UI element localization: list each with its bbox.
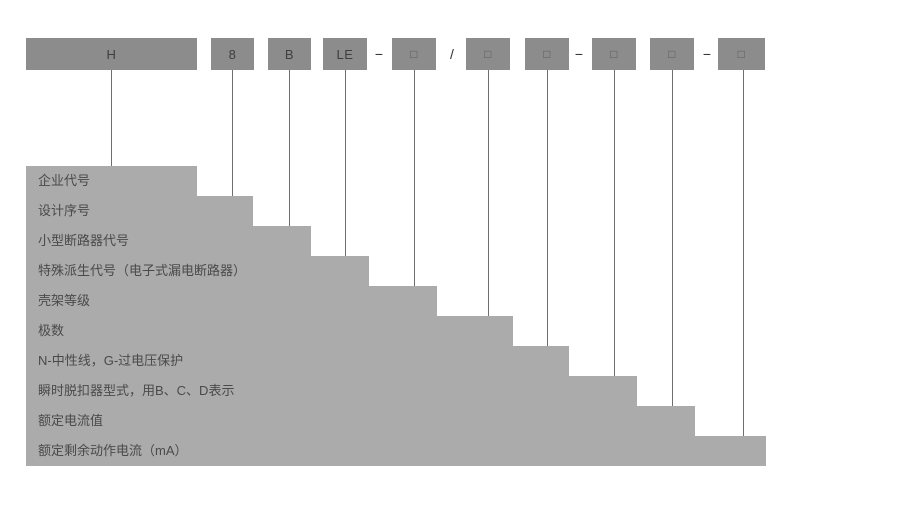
code-segment-3: B (268, 38, 311, 70)
code-segment-6: □ (466, 38, 510, 70)
connector-line-4 (345, 70, 346, 256)
code-segment-8: □ (592, 38, 636, 70)
label-bar-2: 设计序号 (26, 196, 253, 226)
connector-line-8 (614, 70, 615, 376)
label-bar-1: 企业代号 (26, 166, 197, 196)
connector-line-9 (672, 70, 673, 406)
label-bar-5: 壳架等级 (26, 286, 437, 316)
code-segment-9: □ (650, 38, 694, 70)
code-segment-10: □ (718, 38, 765, 70)
code-separator-1: − (374, 46, 384, 62)
label-bar-8: 瞬时脱扣器型式，用B、C、D表示 (26, 376, 637, 406)
label-bar-9: 额定电流值 (26, 406, 695, 436)
connector-line-6 (488, 70, 489, 316)
connector-line-10 (743, 70, 744, 436)
label-bar-7: N-中性线，G-过电压保护 (26, 346, 569, 376)
connector-line-3 (289, 70, 290, 226)
code-separator-4: − (702, 46, 712, 62)
connector-line-5 (414, 70, 415, 286)
connector-line-7 (547, 70, 548, 346)
label-bar-3: 小型断路器代号 (26, 226, 311, 256)
code-segment-7: □ (525, 38, 569, 70)
code-segment-4: LE (323, 38, 367, 70)
code-segment-1: H (26, 38, 197, 70)
code-segment-2: 8 (211, 38, 254, 70)
connector-line-1 (111, 70, 112, 166)
code-segment-5: □ (392, 38, 436, 70)
label-bar-4: 特殊派生代号（电子式漏电断路器） (26, 256, 369, 286)
label-bar-6: 极数 (26, 316, 513, 346)
code-separator-2: / (450, 46, 454, 62)
connector-line-2 (232, 70, 233, 196)
code-separator-3: − (574, 46, 584, 62)
label-bar-10: 额定剩余动作电流（mA） (26, 436, 766, 466)
